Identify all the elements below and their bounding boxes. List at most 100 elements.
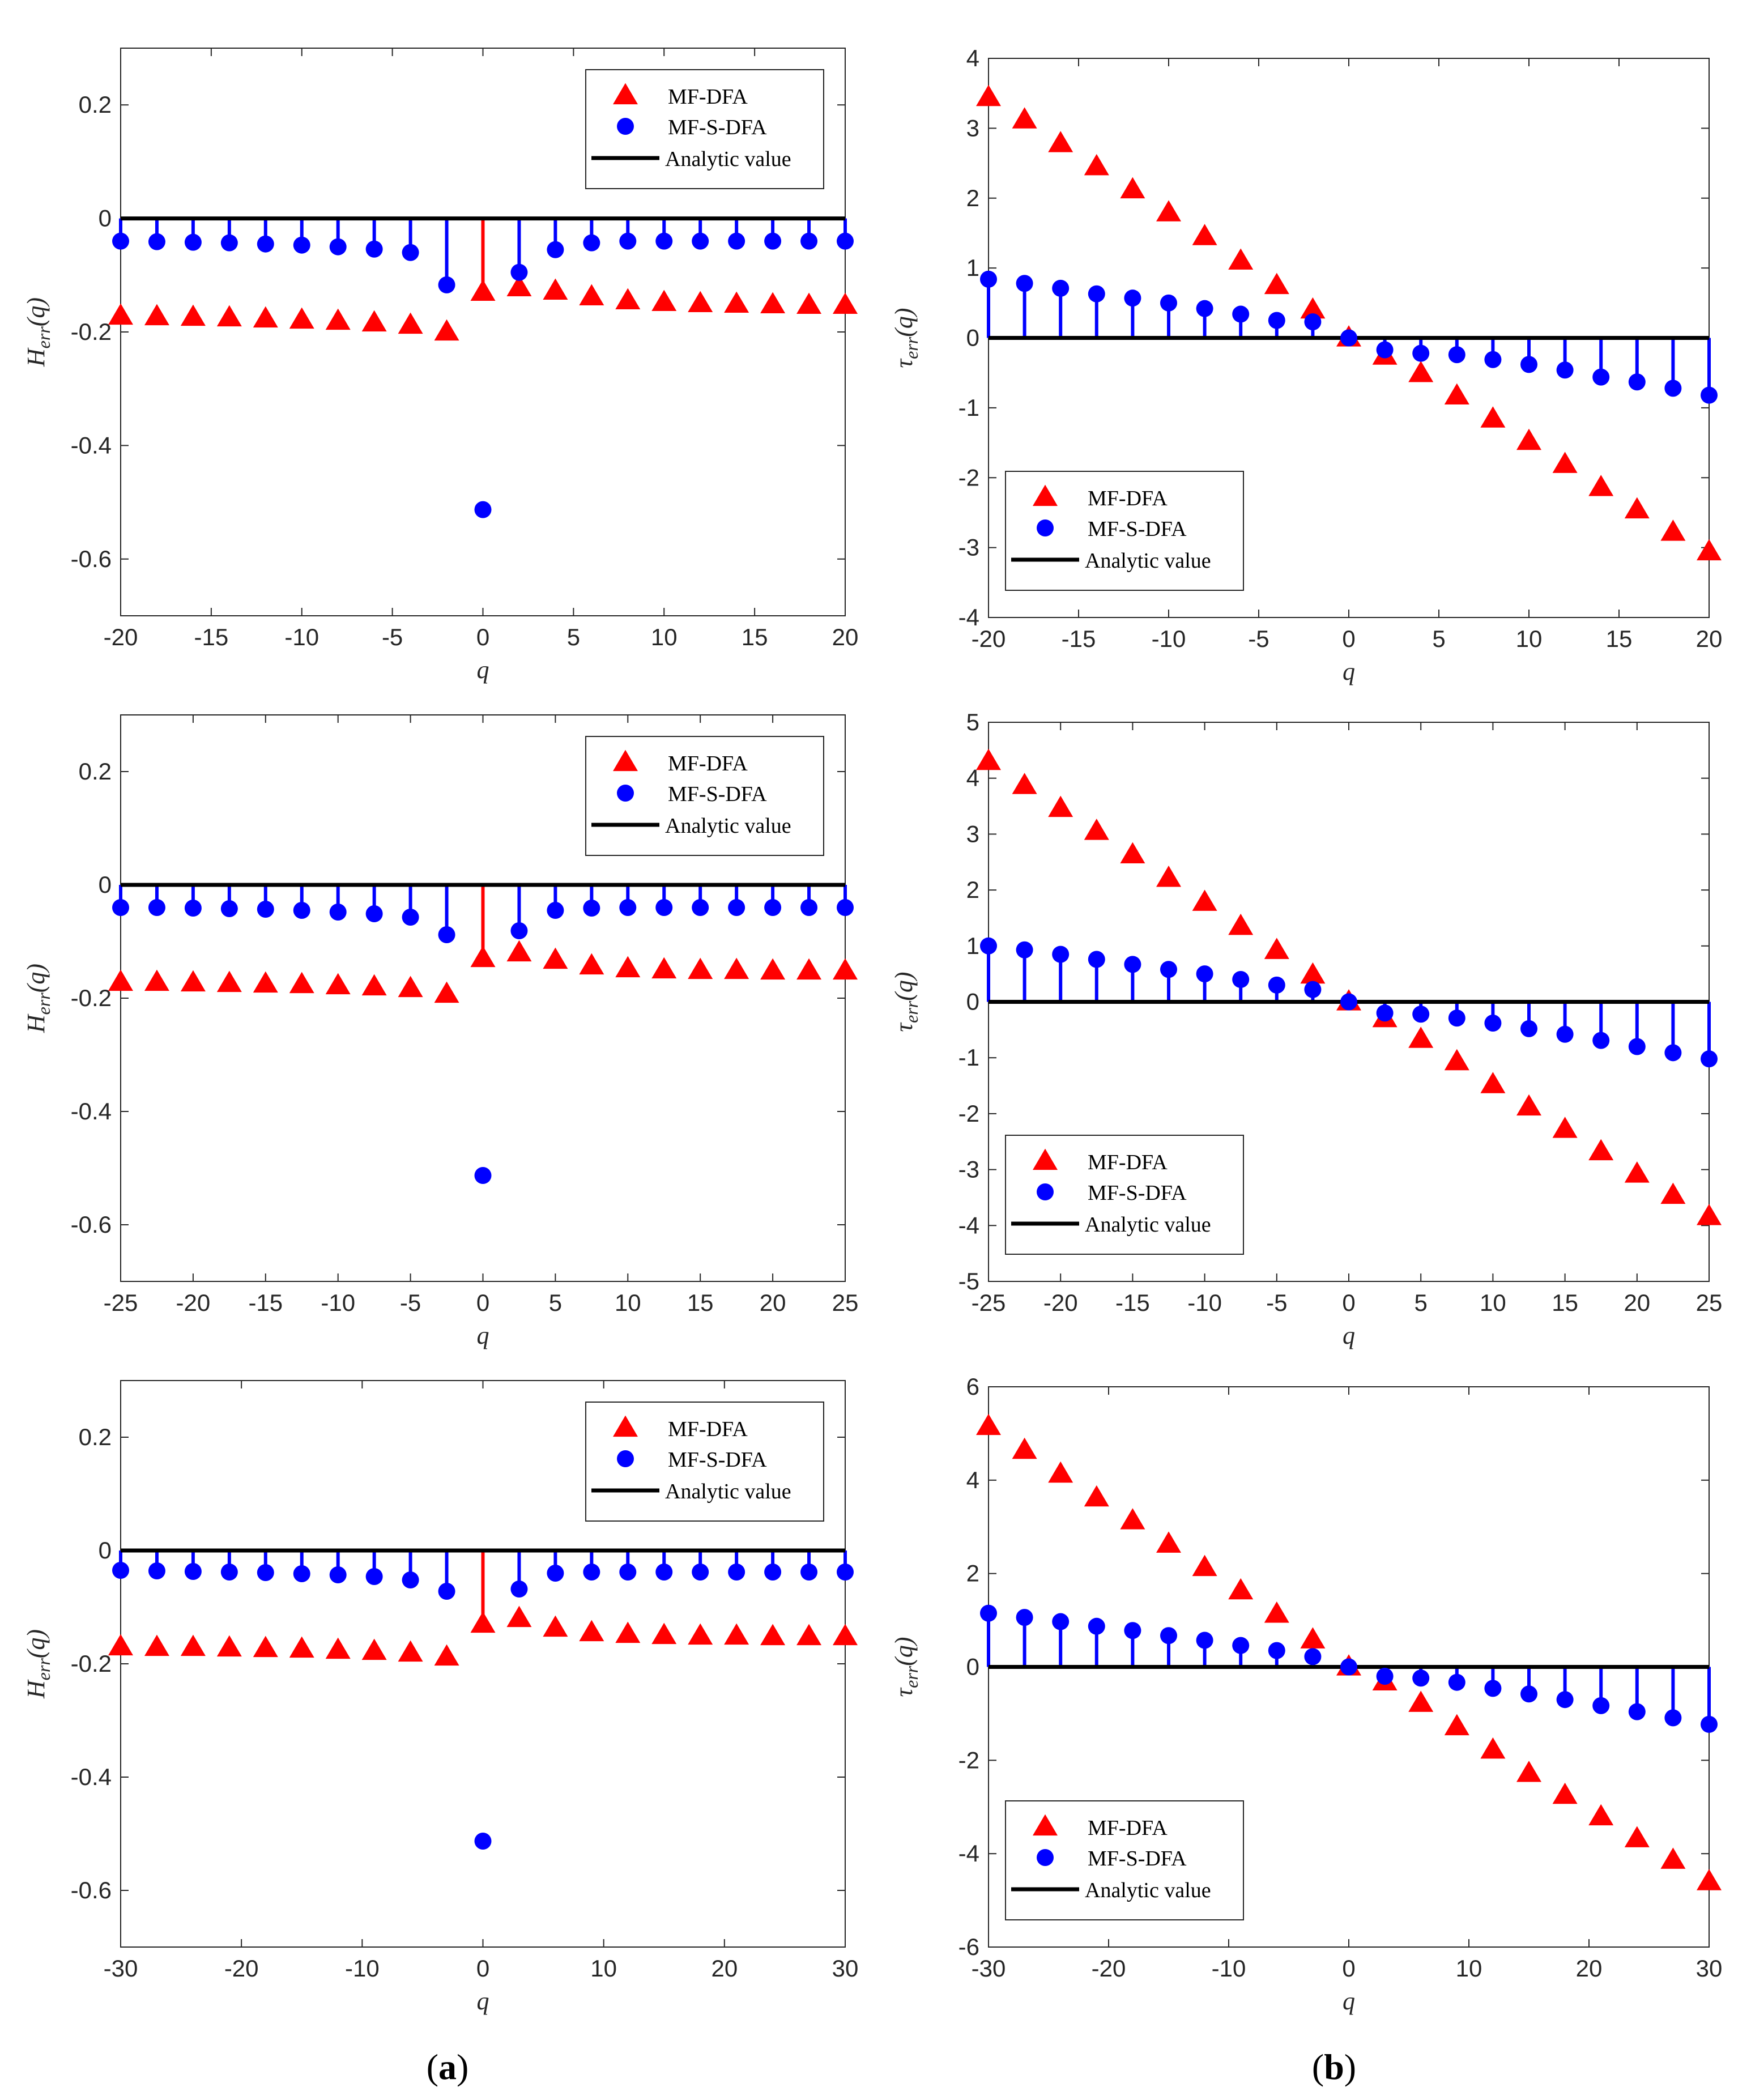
y-axis-label-arg: (q) [22,1629,50,1658]
chart-t1: -20 -15 -10 -5 0 5 10 15 2043210-1-2-3-4qτerr(q)… [890,45,1722,685]
mfdfa-point [1300,962,1326,984]
x-tick-label: 0 [1342,625,1355,652]
x-tick-label: -5 [400,1289,421,1316]
legend: MF-DFA MF-S-DFA Analytic value [585,69,824,189]
x-tick-label: -15 [194,624,229,650]
mfdfa-point [1588,1804,1614,1826]
mfdfa-point [1228,248,1254,270]
mfdfa-point [1192,889,1217,911]
mfdfa-point [1480,406,1506,428]
mfsdfa-point [1664,380,1682,397]
x-axis-label: q [477,1987,489,2015]
x-axis-label: q [477,656,489,684]
mfsdfa-point [365,1568,383,1585]
mfdfa-point [1516,428,1541,450]
x-tick-label: 20 [1576,1955,1603,1982]
y-tick-label: -0.6 [71,1211,112,1238]
mfdfa-point [1552,451,1578,473]
panel-label-b-text: b [1324,2047,1344,2087]
mfdfa-point [1264,1601,1289,1623]
legend-label: MF-S-DFA [668,116,767,139]
mfdfa-point [506,275,532,296]
y-tick-label: -0.2 [71,1650,112,1677]
mfsdfa-point [510,263,528,281]
y-axis-label: Herr(q) [22,297,54,367]
mfsdfa-point [837,1564,854,1581]
x-tick-label: -10 [321,1289,355,1316]
mfsdfa-point [764,232,782,250]
mfsdfa-point [1412,1006,1430,1023]
x-tick-label: -10 [1212,1955,1246,1982]
legend: MF-DFA MF-S-DFA Analytic value [585,1402,824,1522]
mfdfa-point [1516,1761,1541,1782]
y-axis-label: τerr(q) [890,1637,922,1697]
mfdfa-point [1156,200,1181,221]
y-axis-label-arg: (q) [890,1637,918,1665]
mfdfa-point [543,1615,568,1637]
mfdfa-point [434,319,459,341]
mfdfa-point [688,957,713,979]
mfdfa-point [361,974,387,996]
mfdfa-point [1588,1139,1614,1161]
mfsdfa-point [1520,1685,1537,1703]
mfsdfa-point [692,899,709,916]
x-tick-label: 10 [1456,1955,1482,1982]
x-tick-label: -30 [972,1955,1006,1982]
mfdfa-point [144,304,169,326]
mfsdfa-point [1196,965,1213,983]
y-axis-label-arg: (q) [890,972,918,1000]
mfsdfa-point [1376,1004,1394,1022]
legend-mfdfa-marker [1033,484,1058,506]
mfdfa-point [796,1624,822,1646]
mfsdfa-point [112,899,129,916]
mfdfa-point [1264,938,1289,959]
mfsdfa-point [655,232,673,250]
mfsdfa-point [583,234,600,252]
legend-label: MF-S-DFA [1088,1847,1187,1871]
mfsdfa-point [257,1564,274,1581]
mfsdfa-point [1592,368,1610,386]
mfsdfa-point [1484,1680,1502,1697]
mfsdfa-point [583,900,600,917]
mfdfa-point [506,940,532,962]
x-tick-label: 25 [1696,1289,1723,1316]
mfsdfa-point [1052,945,1070,963]
mfsdfa-point [728,232,745,250]
mfsdfa-point [837,232,854,250]
mfdfa-point [760,1624,786,1646]
y-tick-label: 2 [966,876,979,903]
mfdfa-point [1300,1627,1326,1649]
mfsdfa-point [1160,961,1177,978]
mfsdfa-point [1088,1617,1105,1635]
y-tick-label: -0.2 [71,318,112,345]
mfdfa-point [651,289,677,312]
mfsdfa-point [1556,1691,1574,1709]
y-tick-label: -0.4 [71,1764,112,1790]
mfsdfa-point [438,276,455,293]
x-tick-label: -20 [176,1289,211,1316]
y-tick-label: 4 [966,765,979,791]
mfsdfa-point [655,899,673,916]
mfsdfa-point [1052,279,1070,297]
legend-mfsdfa-marker [617,1450,634,1467]
mfdfa-point [180,970,206,992]
y-tick-label: -0.6 [71,1877,112,1903]
mfdfa-point [688,291,713,313]
mfsdfa-point [1484,1015,1502,1032]
y-tick-label: 0 [99,1537,112,1564]
mfdfa-point [796,958,822,980]
mfsdfa-point [1196,300,1213,317]
mfdfa-point [543,947,568,969]
mfsdfa-point [1088,951,1105,968]
mfdfa-point [1444,1714,1469,1736]
legend-mfdfa-marker [1033,1814,1058,1836]
mfdfa-point [976,748,1001,770]
mfsdfa-point [1268,976,1285,994]
mfsdfa-point [402,909,419,926]
mfsdfa-point [329,1566,347,1583]
mfdfa-point [144,969,169,991]
x-tick-label: 0 [476,624,489,650]
legend-label: MF-S-DFA [1088,1181,1187,1205]
mfdfa-point [1120,1508,1145,1530]
